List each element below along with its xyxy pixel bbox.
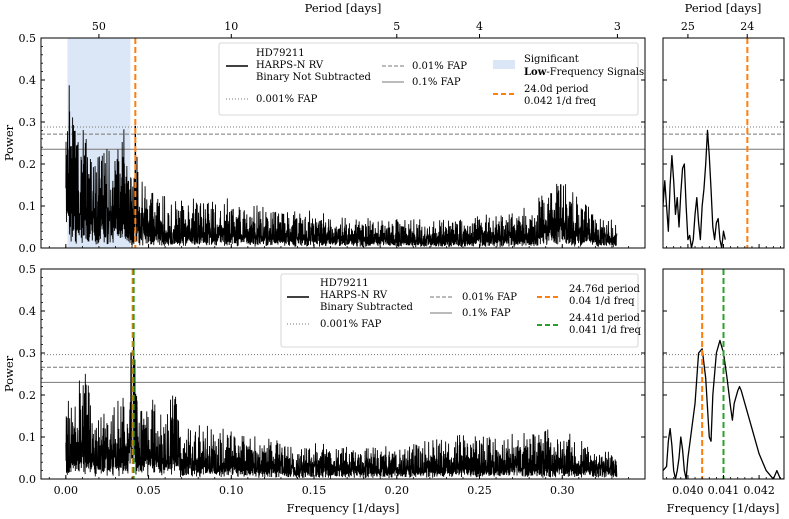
y-tick-label: 0.2 (19, 158, 37, 171)
y-tick-label: 0.0 (19, 242, 37, 255)
y-tick-label: 0.0 (19, 473, 37, 486)
bottom-main-panel: 0.0 0.1 0.2 0.3 0.4 0.5 0.00 0.05 0.10 0.15 0.20 0.… (2, 263, 646, 515)
y-tick-label: 0.4 (19, 305, 37, 318)
y-tick-label: 0.3 (19, 347, 37, 360)
plot-frame (40, 268, 646, 480)
legend-vline-orange-label: 24.76d period 0.04 1/d freq (569, 284, 641, 307)
legend-shade-label: Significant Low-Frequency Signals (524, 54, 644, 78)
power-zoom-line (663, 129, 726, 248)
top-zoom-axis-label: Period [days] (685, 1, 762, 15)
top-tick-label: 3 (614, 20, 621, 33)
top-tick-label: 25 (681, 20, 695, 33)
legend-vline-label: 24.0d period 0.042 1/d freq (524, 84, 597, 107)
x-tick-label: 0.040 (672, 484, 704, 497)
top-tick-label: 5 (393, 20, 400, 33)
x-tick-label: 0.00 (54, 484, 79, 497)
legend-vline-green-label: 24.41d period 0.041 1/d freq (569, 313, 642, 336)
y-tick-label: 0.2 (19, 389, 37, 402)
legend-fap-dashed-label: 0.01% FAP (462, 292, 517, 303)
power-zoom-line (663, 339, 784, 479)
top-axis-label: Period [days] (305, 1, 382, 15)
fap-lines (663, 126, 784, 150)
top-tick-label: 4 (476, 20, 483, 33)
legend-shade-swatch (493, 60, 515, 69)
x-axis-label: Frequency [1/days] (287, 501, 400, 515)
y-tick-label: 0.5 (19, 263, 37, 276)
zoom-curve (663, 339, 784, 479)
x-tick-label: 0.15 (302, 484, 327, 497)
x-tick-label: 0.05 (136, 484, 161, 497)
legend-fap-dotted-label: 0.001% FAP (256, 94, 318, 105)
y-tick-label: 0.3 (19, 116, 37, 129)
fap-lines (41, 126, 645, 150)
axes-frame: 0.0 0.1 0.2 0.3 0.4 0.5 0.00 0.05 0.10 0.15 0.20 0.… (19, 263, 646, 497)
bottom-zoom-panel: 0.040 0.041 0.042 Frequency [1/days] (662, 268, 785, 515)
axes-frame: 0.040 0.041 0.042 (662, 268, 785, 497)
x-axis-label: Frequency [1/days] (667, 501, 780, 515)
top-tick-label: 10 (224, 20, 238, 33)
legend-fap-dotted-label: 0.001% FAP (320, 319, 382, 330)
axes-frame: 0.0 0.1 0.2 0.3 0.4 0.5 50 10 5 4 3 (19, 20, 646, 255)
fap-lines (41, 354, 645, 383)
legend-series-label: HD79211 HARPS-N RV Binary Subtracted (320, 278, 414, 313)
y-tick-label: 0.4 (19, 74, 37, 87)
period-vlines (131, 269, 135, 479)
legend-fap-dashed-label: 0.01% FAP (412, 61, 467, 72)
top-zoom-panel: 25 24 Period [days] (662, 1, 785, 249)
x-tick-label: 0.25 (467, 484, 492, 497)
plot-frame (662, 37, 785, 249)
x-tick-label: 0.041 (708, 484, 740, 497)
x-tick-label: 0.30 (550, 484, 575, 497)
axes-frame: 25 24 (662, 20, 785, 249)
x-tick-label: 0.042 (743, 484, 775, 497)
periodogram-curve (65, 335, 618, 479)
plot-frame (40, 37, 646, 249)
y-tick-label: 0.1 (19, 431, 37, 444)
x-tick-label: 0.10 (219, 484, 244, 497)
legend-fap-solid-label: 0.1% FAP (412, 77, 461, 88)
periodogram-curve (65, 85, 618, 248)
x-tick-label: 0.20 (385, 484, 410, 497)
top-tick-label: 50 (92, 20, 106, 33)
y-tick-label: 0.5 (19, 32, 37, 45)
top-tick-label: 24 (740, 20, 754, 33)
y-axis-label: Power (2, 124, 16, 161)
legend-fap-solid-label: 0.1% FAP (462, 308, 511, 319)
zoom-curve (663, 129, 726, 248)
y-axis-label: Power (2, 355, 16, 392)
period-vlines (701, 269, 725, 479)
y-tick-label: 0.1 (19, 200, 37, 213)
power-series-line (65, 85, 618, 248)
top-main-panel: 0.00.10.20.30.40.550 10 5 4 3 Period [days] … (2, 1, 646, 255)
bottom-legend: HD79211 HARPS-N RV Binary Subtracted 0.001… (280, 273, 642, 348)
power-series-line (65, 335, 618, 479)
legend-series-label: HD79211 HARPS-N RV Binary Not Subtracted (256, 48, 372, 83)
top-legend: HD79211 HARPS-N RV Binary Not Subtracted 0… (218, 42, 644, 116)
